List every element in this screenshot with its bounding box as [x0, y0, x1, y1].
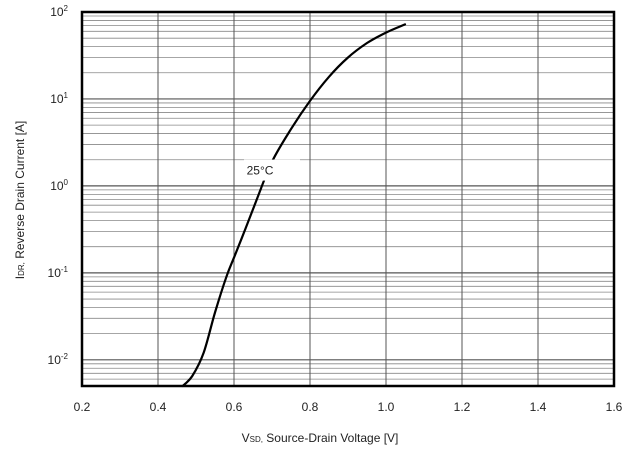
- y-tick-label: 101: [50, 91, 68, 106]
- annotation-label: 25°C: [247, 164, 274, 178]
- y-tick-label: 102: [50, 4, 68, 19]
- y-axis-label: IDR, Reverse Drain Current [A]: [13, 121, 27, 280]
- y-tick-labels: 10-2 10-1 100 101 102: [48, 4, 69, 367]
- x-tick-label: 1.2: [454, 400, 471, 414]
- y-tick-label: 10-2: [48, 352, 69, 367]
- y-tick-label: 100: [50, 178, 68, 193]
- grid-lines: [81, 12, 615, 387]
- x-tick-label: 0.8: [302, 400, 319, 414]
- x-tick-labels: 0.2 0.4 0.6 0.8 1.0 1.2 1.4 1.6: [74, 400, 623, 414]
- series-line: [181, 23, 407, 388]
- x-tick-label: 1.0: [378, 400, 395, 414]
- x-tick-label: 0.4: [150, 400, 167, 414]
- y-tick-label: 10-1: [48, 265, 69, 280]
- annotation-background: [244, 159, 300, 181]
- annotation-group: 25°C: [244, 159, 300, 181]
- x-tick-label: 0.6: [226, 400, 243, 414]
- x-tick-label: 1.4: [530, 400, 547, 414]
- x-tick-label: 1.6: [606, 400, 623, 414]
- x-axis-label: VSD, Source-Drain Voltage [V]: [242, 431, 399, 445]
- plot-frame: [80, 10, 616, 388]
- x-tick-label: 0.2: [74, 400, 91, 414]
- curves: [181, 23, 407, 388]
